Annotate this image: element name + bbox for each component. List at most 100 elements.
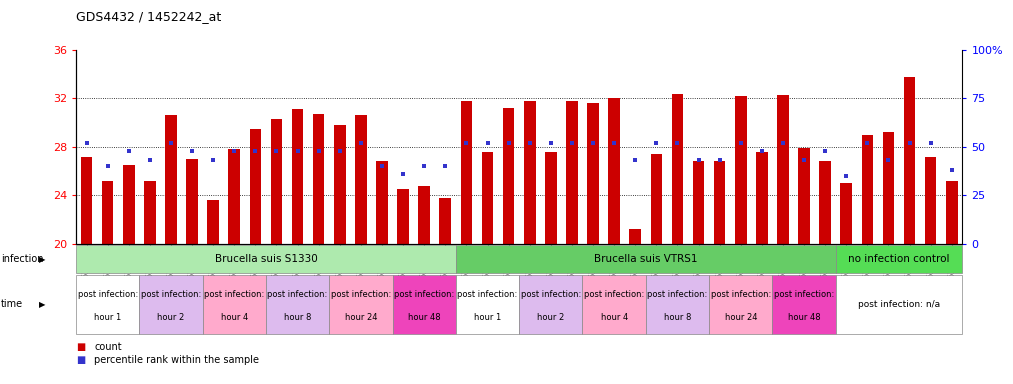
Text: post infection:: post infection:	[521, 290, 580, 299]
Text: hour 1: hour 1	[94, 313, 122, 322]
Text: time: time	[1, 299, 23, 310]
Point	[311, 148, 327, 154]
Point	[458, 140, 474, 146]
Text: ■: ■	[76, 342, 85, 352]
Point	[585, 140, 601, 146]
Point	[754, 148, 770, 154]
Text: post infection:: post infection:	[394, 290, 454, 299]
Text: hour 48: hour 48	[788, 313, 821, 322]
Point	[142, 157, 158, 164]
Bar	[820, 161, 831, 244]
Point	[564, 140, 580, 146]
Text: ▶: ▶	[38, 300, 45, 309]
Text: hour 24: hour 24	[344, 313, 377, 322]
Text: hour 8: hour 8	[284, 313, 311, 322]
Bar	[356, 115, 367, 244]
Text: infection: infection	[1, 254, 44, 264]
Bar	[440, 198, 451, 244]
Point	[416, 163, 433, 169]
Text: post infection:: post infection:	[647, 290, 707, 299]
Bar	[777, 95, 789, 244]
Text: post infection:: post infection:	[711, 290, 771, 299]
Text: ■: ■	[76, 355, 85, 365]
Text: post infection:: post infection:	[458, 290, 518, 299]
Bar	[208, 200, 219, 244]
Text: hour 48: hour 48	[408, 313, 441, 322]
Point	[374, 163, 390, 169]
Point	[353, 140, 369, 146]
Point	[902, 140, 918, 146]
Point	[648, 140, 665, 146]
Text: post infection:: post infection:	[331, 290, 391, 299]
Bar	[229, 149, 240, 244]
Bar	[693, 161, 704, 244]
Text: count: count	[94, 342, 122, 352]
Point	[479, 140, 495, 146]
Point	[99, 163, 115, 169]
Text: post infection:: post infection:	[205, 290, 264, 299]
Point	[838, 173, 854, 179]
Bar	[609, 98, 620, 244]
Point	[732, 140, 749, 146]
Text: hour 4: hour 4	[601, 313, 628, 322]
Text: Brucella suis VTRS1: Brucella suis VTRS1	[594, 254, 698, 264]
Bar	[418, 186, 430, 244]
Point	[606, 140, 622, 146]
Text: post infection:: post infection:	[774, 290, 834, 299]
Text: percentile rank within the sample: percentile rank within the sample	[94, 355, 259, 365]
Bar	[270, 119, 283, 244]
Bar	[946, 181, 957, 244]
Point	[691, 157, 707, 164]
Bar	[925, 157, 936, 244]
Text: hour 8: hour 8	[664, 313, 691, 322]
Point	[944, 167, 960, 173]
Bar	[650, 154, 663, 244]
Bar	[524, 101, 536, 244]
Bar	[144, 181, 156, 244]
Bar	[756, 152, 768, 244]
Bar	[461, 101, 472, 244]
Point	[268, 148, 285, 154]
Bar	[123, 165, 135, 244]
Point	[184, 148, 201, 154]
Text: no infection control: no infection control	[848, 254, 950, 264]
Text: hour 24: hour 24	[724, 313, 757, 322]
Bar	[798, 148, 809, 244]
Bar	[588, 103, 599, 244]
Point	[205, 157, 221, 164]
Text: hour 4: hour 4	[221, 313, 248, 322]
Point	[627, 157, 643, 164]
Bar	[904, 76, 916, 244]
Bar	[862, 135, 873, 244]
Text: GDS4432 / 1452242_at: GDS4432 / 1452242_at	[76, 10, 221, 23]
Point	[817, 148, 834, 154]
Point	[859, 140, 875, 146]
Bar	[186, 159, 198, 244]
Text: post infection:: post infection:	[78, 290, 138, 299]
Bar	[482, 152, 493, 244]
Point	[796, 157, 812, 164]
Point	[670, 140, 686, 146]
Bar	[735, 96, 747, 244]
Bar	[249, 129, 261, 244]
Bar	[313, 114, 324, 244]
Point	[226, 148, 242, 154]
Bar	[334, 125, 345, 244]
Bar	[629, 229, 641, 244]
Text: hour 2: hour 2	[537, 313, 564, 322]
Point	[775, 140, 791, 146]
Point	[880, 157, 897, 164]
Point	[500, 140, 517, 146]
Bar	[397, 189, 409, 244]
Point	[247, 148, 263, 154]
Point	[121, 148, 137, 154]
Point	[522, 140, 538, 146]
Bar	[714, 161, 725, 244]
Point	[163, 140, 179, 146]
Point	[543, 140, 559, 146]
Bar	[376, 161, 388, 244]
Bar	[165, 115, 176, 244]
Point	[438, 163, 454, 169]
Text: post infection:: post infection:	[585, 290, 644, 299]
Point	[923, 140, 939, 146]
